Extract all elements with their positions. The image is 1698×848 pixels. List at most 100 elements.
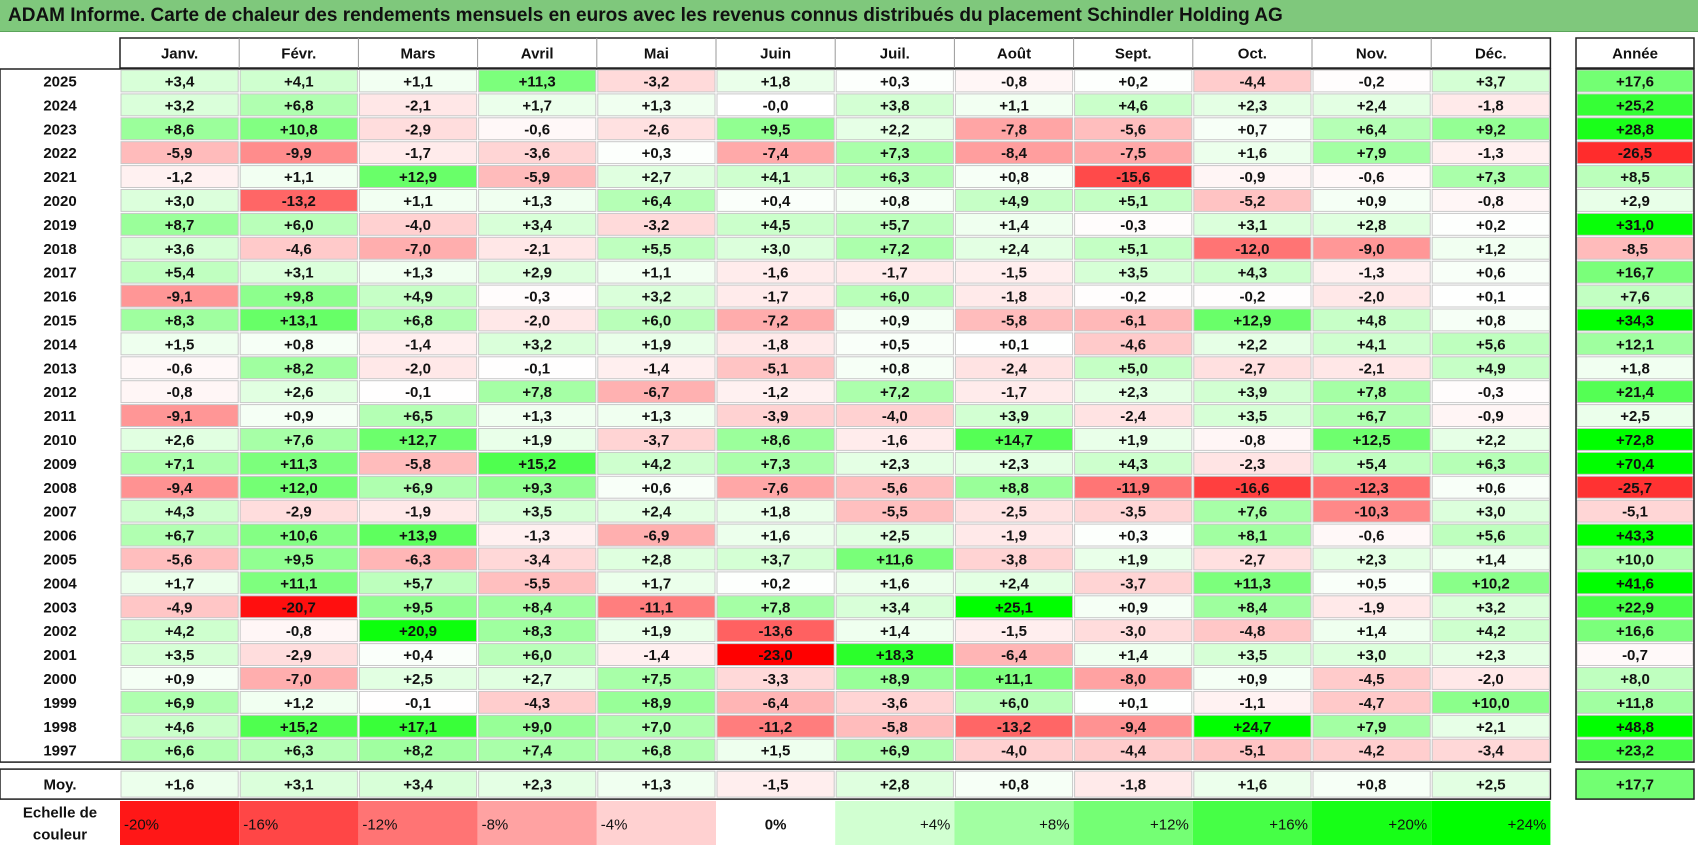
heat-cell-value: +8,3 (165, 312, 195, 329)
heat-cell-value: -1,3 (1359, 265, 1385, 282)
heat-cell (1193, 523, 1312, 547)
heat-cell-value: +3,5 (1118, 265, 1148, 282)
heat-cell-value: +6,6 (165, 743, 195, 760)
heat-cell-value: +9,2 (1476, 121, 1506, 138)
heat-cell (478, 260, 597, 284)
heat-cell-value: -16,6 (1235, 480, 1269, 497)
row-year-label: 2001 (43, 647, 76, 664)
heat-cell-value: +1,1 (284, 169, 314, 186)
year-total-cell (1576, 117, 1694, 141)
heat-cell (1431, 690, 1550, 714)
heat-cell (1193, 189, 1312, 212)
heat-cell (835, 738, 954, 762)
heat-cell-value: +3,9 (1238, 384, 1268, 401)
heat-cell (358, 404, 478, 428)
heat-cell-value: +1,3 (642, 97, 672, 114)
heat-cell (597, 189, 716, 212)
average-cell-value: +1,6 (1238, 777, 1268, 794)
scale-label: -20% (124, 817, 159, 834)
heat-cell (1312, 260, 1431, 284)
heat-cell (120, 499, 239, 523)
heat-cell-value: +4,9 (999, 193, 1029, 210)
heat-cell (358, 619, 478, 643)
heat-cell-value: -0,6 (1359, 169, 1385, 186)
heat-cell (120, 571, 239, 595)
average-cell (478, 770, 597, 798)
heat-cell-value: -1,8 (1478, 97, 1504, 114)
heat-cell-value: -23,0 (758, 647, 792, 664)
heat-cell-value: +10,6 (280, 528, 318, 545)
heat-cell (478, 643, 597, 666)
heat-cell-value: -0,3 (1120, 217, 1146, 234)
heat-cell-value: +1,8 (761, 73, 791, 90)
heat-cell (1193, 499, 1312, 523)
heat-cell-value: -0,1 (524, 360, 550, 377)
heat-cell-value: +0,9 (1357, 193, 1387, 210)
heat-cell-value: -0,1 (405, 384, 431, 401)
heat-cell (1431, 404, 1550, 428)
year-total-value: +21,4 (1616, 384, 1655, 401)
heat-cell-value: +6,4 (1357, 121, 1387, 138)
heat-cell-value: +1,6 (1238, 145, 1268, 162)
heat-cell-value: -2,0 (524, 312, 550, 329)
heat-cell (716, 714, 835, 738)
heat-cell (1431, 738, 1550, 762)
heat-cell-value: +6,3 (880, 169, 910, 186)
heat-cell-value: -1,6 (882, 432, 908, 449)
year-total-value: -5,1 (1622, 504, 1648, 521)
heat-cell-value: +2,3 (1118, 384, 1148, 401)
heat-cell-value: -4,0 (405, 217, 431, 234)
heat-cell-value: -5,6 (167, 551, 193, 568)
year-total-value: +70,4 (1616, 456, 1655, 473)
heat-cell (478, 667, 597, 690)
year-total-value: +10,0 (1616, 551, 1654, 568)
heat-cell-value: +10,2 (1472, 575, 1510, 592)
heat-cell-value: -4,7 (1359, 695, 1385, 712)
heat-cell-value: -4,4 (1239, 73, 1266, 90)
heat-cell-value: +2,3 (880, 456, 910, 473)
heat-cell (597, 332, 716, 356)
heat-cell-value: -0,8 (1001, 73, 1027, 90)
heat-cell-value: -3,4 (1478, 743, 1505, 760)
heat-cell (239, 475, 358, 499)
heat-cell (1193, 117, 1312, 141)
average-cell-value: +3,1 (284, 777, 314, 794)
heat-cell (1431, 643, 1550, 666)
year-total-cell (1576, 236, 1694, 260)
heat-cell (1193, 738, 1312, 762)
heat-cell-value: -6,1 (1120, 312, 1146, 329)
heat-cell-value: +12,5 (1353, 432, 1391, 449)
heat-cell (597, 93, 716, 117)
heat-cell (597, 141, 716, 165)
heat-cell (1193, 356, 1312, 380)
heat-cell-value: -1,3 (1478, 145, 1504, 162)
heat-cell (358, 189, 478, 212)
heat-cell (239, 714, 358, 738)
year-total-value: +2,9 (1620, 193, 1650, 210)
heat-cell-value: -4,5 (1359, 671, 1385, 688)
heat-cell (358, 380, 478, 404)
heat-cell-value: +2,3 (1476, 647, 1506, 664)
heat-cell (597, 236, 716, 260)
heat-cell-value: +4,6 (1118, 97, 1148, 114)
heat-cell-value: -5,5 (524, 575, 550, 592)
heat-cell (835, 428, 954, 451)
heat-cell-value: -2,7 (1239, 551, 1265, 568)
heat-cell-value: +1,9 (642, 336, 672, 353)
heat-cell-value: +7,1 (165, 456, 195, 473)
heat-cell-value: -4,0 (1001, 743, 1027, 760)
heat-cell (120, 332, 239, 356)
heat-cell (1074, 141, 1193, 165)
heat-cell-value: +4,6 (165, 719, 195, 736)
heat-cell (954, 714, 1074, 738)
year-total-cell (1576, 141, 1694, 165)
heat-cell-value: +0,9 (1118, 599, 1148, 616)
heat-cell (358, 547, 478, 571)
heat-cell (1312, 475, 1431, 499)
heat-cell (1431, 499, 1550, 523)
heat-cell (1193, 714, 1312, 738)
heat-cell (120, 547, 239, 571)
heat-cell (1074, 451, 1193, 475)
average-cell-value: +0,8 (1357, 777, 1387, 794)
heat-cell-value: -13,2 (282, 193, 316, 210)
